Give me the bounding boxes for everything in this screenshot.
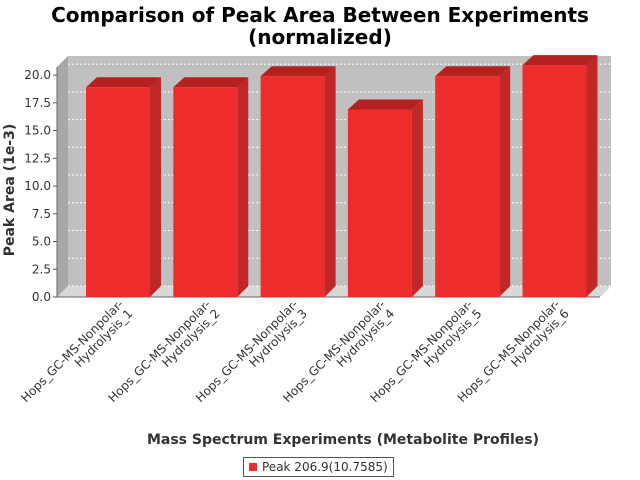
- y-tick-label: 17.5: [24, 96, 51, 110]
- y-tick-label: 7.5: [32, 207, 51, 221]
- y-tick-label: 2.5: [32, 262, 51, 276]
- y-tick-label: 5.0: [32, 235, 51, 249]
- legend: Peak 206.9(10.7585): [243, 457, 394, 477]
- y-tick-label: 12.5: [24, 151, 51, 165]
- bar-top: [173, 77, 249, 88]
- y-tick-label: 20.0: [24, 68, 51, 82]
- bar-side: [499, 66, 511, 297]
- legend-label: Peak 206.9(10.7585): [262, 460, 388, 474]
- chart-subtitle: (normalized): [248, 25, 392, 49]
- bar: [260, 76, 325, 297]
- plot-side-wall: [57, 56, 68, 297]
- bar: [173, 87, 238, 297]
- bar-top: [86, 77, 161, 88]
- bar-top: [347, 99, 423, 110]
- y-tick-label: 0.0: [32, 290, 51, 304]
- bar-side: [411, 99, 423, 297]
- legend-swatch: [249, 463, 257, 471]
- bar-side: [237, 77, 249, 297]
- bar-side: [586, 55, 598, 297]
- bar-top: [522, 55, 598, 66]
- bar-top: [260, 66, 336, 77]
- chart-title: Comparison of Peak Area Between Experime…: [51, 3, 589, 27]
- bar: [522, 65, 587, 297]
- bar-top: [435, 66, 511, 77]
- bar: [435, 76, 500, 297]
- bar-side: [150, 77, 161, 297]
- y-tick-label: 15.0: [24, 124, 51, 138]
- bar-side: [324, 66, 336, 297]
- x-axis-label: Mass Spectrum Experiments (Metabolite Pr…: [147, 432, 539, 448]
- y-tick-label: 10.0: [24, 179, 51, 193]
- bar: [86, 87, 150, 297]
- y-axis-label: Peak Area (1e-3): [2, 124, 18, 257]
- bar: [347, 109, 412, 297]
